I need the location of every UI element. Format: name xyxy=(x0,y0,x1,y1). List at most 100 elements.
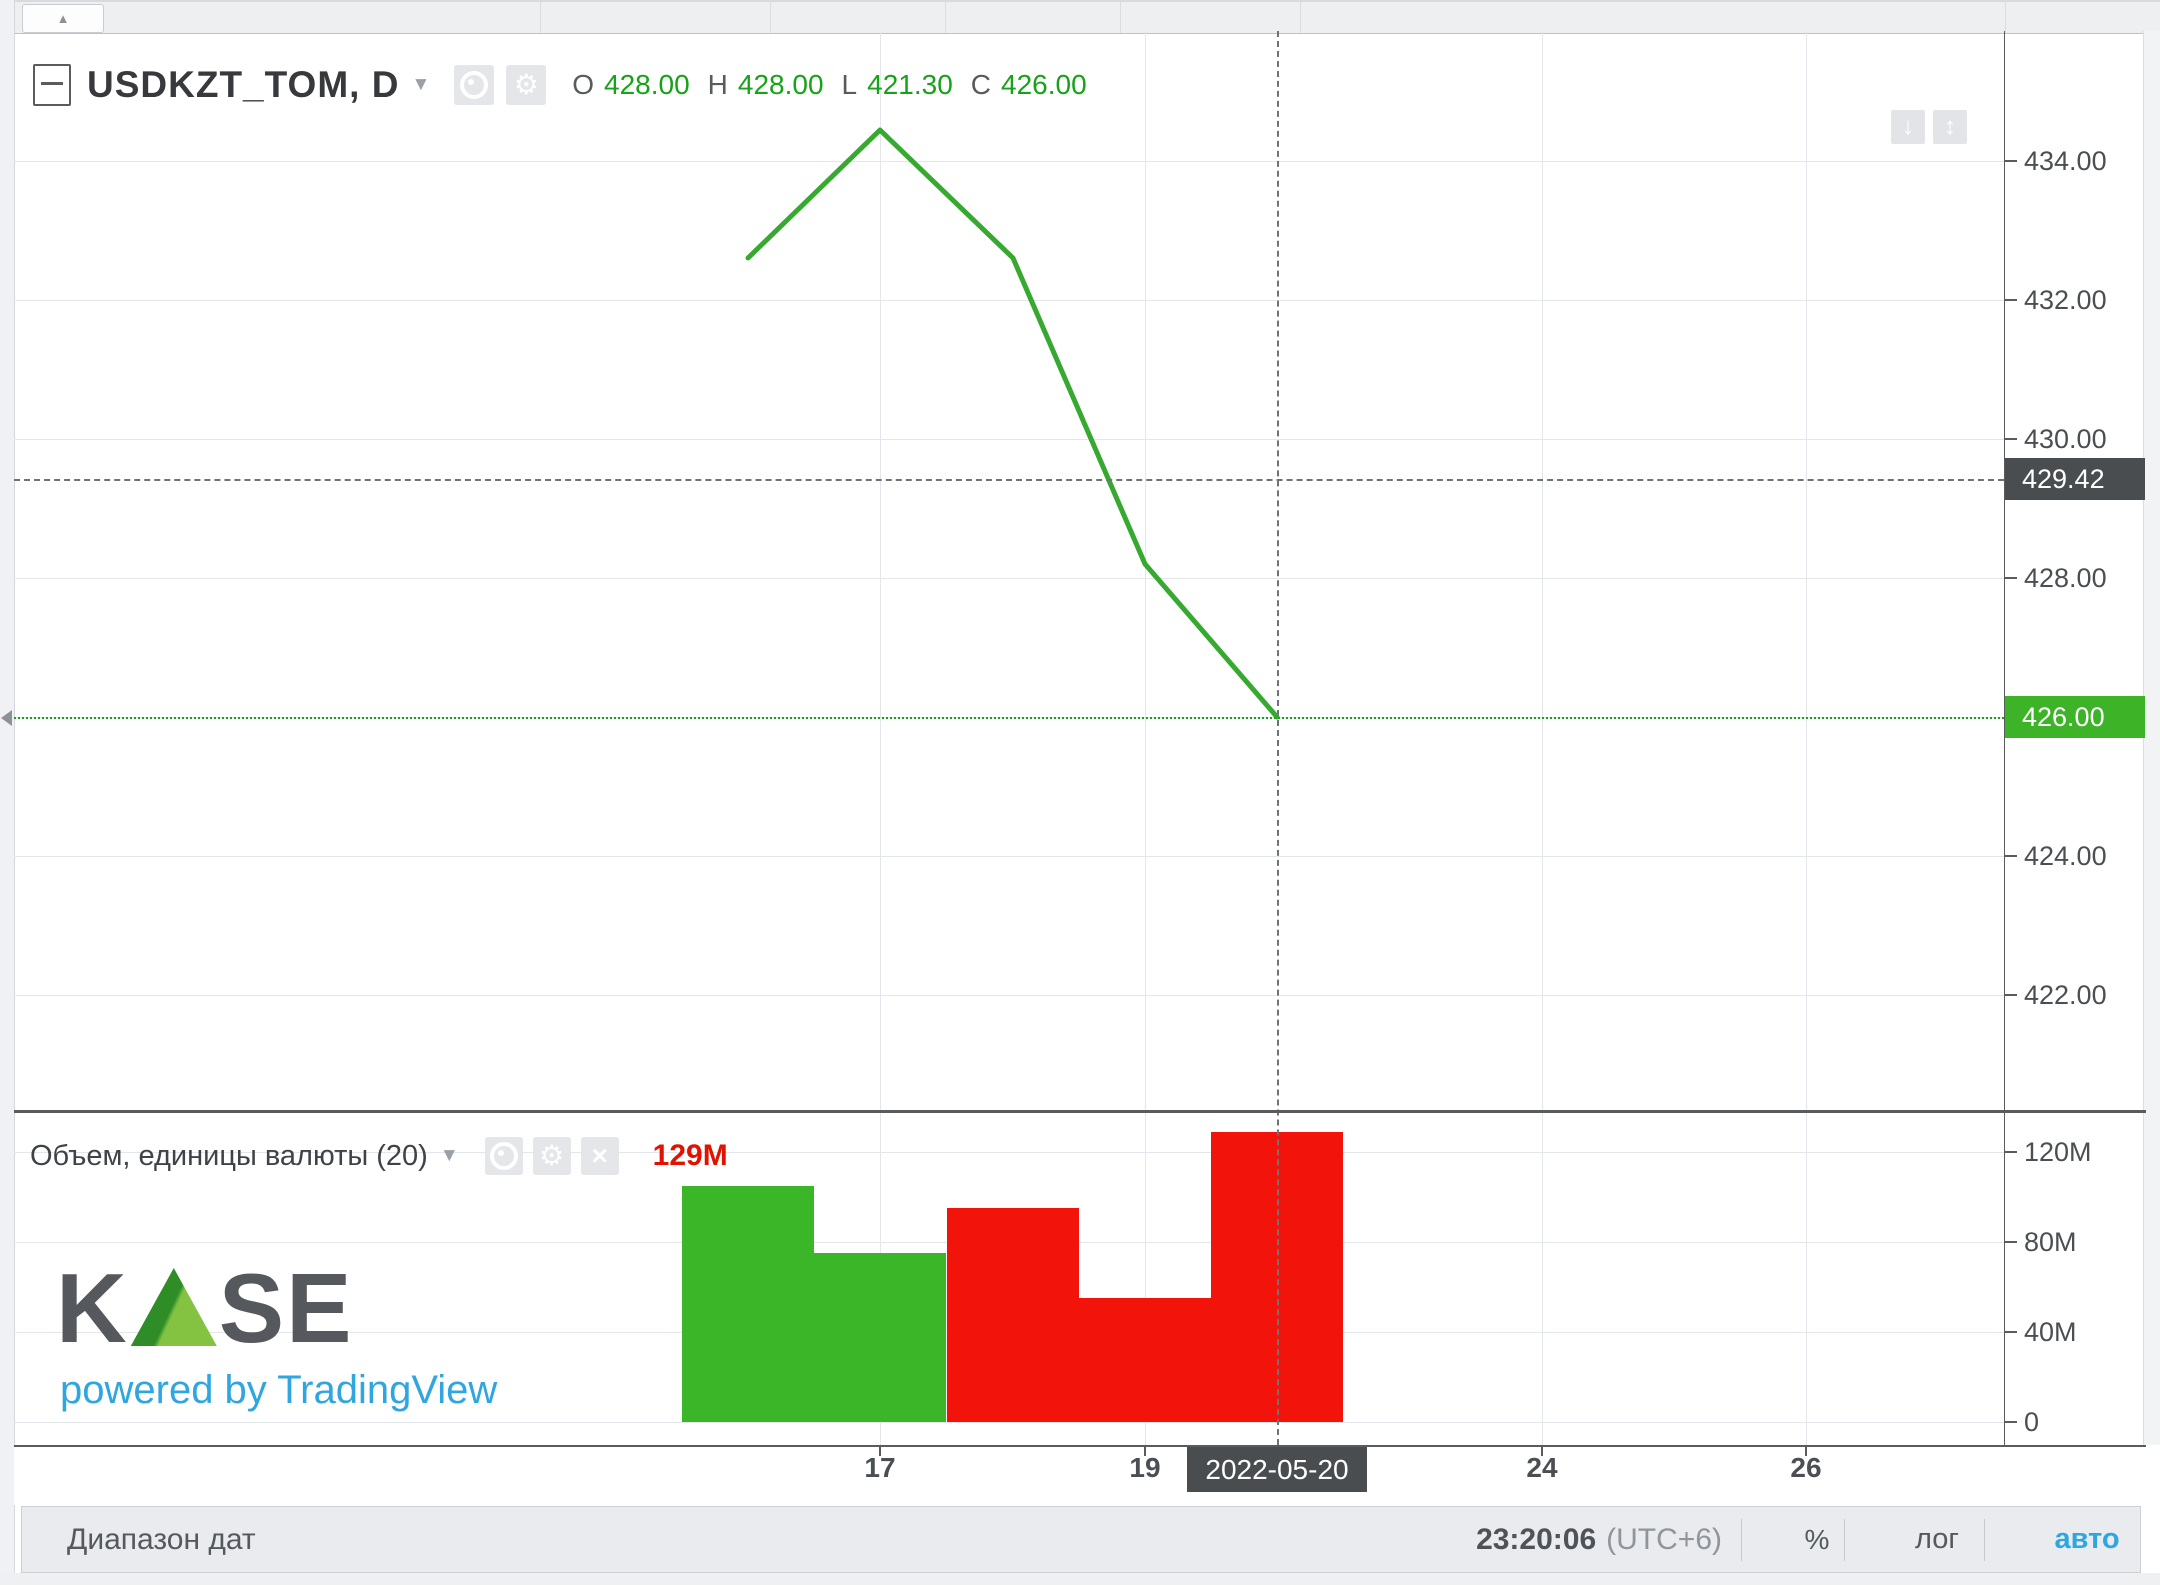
symbol-title[interactable]: USDKZT_TOM, D xyxy=(87,64,400,105)
time-axis-tick xyxy=(1805,1445,1807,1456)
volume-current-value: 129M xyxy=(652,1139,728,1172)
toolbar-divider xyxy=(770,2,771,33)
time-axis-area[interactable] xyxy=(14,1447,2160,1505)
toolbar-divider xyxy=(540,2,541,33)
price-gridline xyxy=(14,578,2004,579)
high-label: H xyxy=(707,69,728,100)
time-gridline xyxy=(880,31,881,1445)
expand-toolbar-button[interactable]: ▲ xyxy=(22,4,104,33)
statusbar-divider xyxy=(1844,1519,1845,1561)
close-icon: × xyxy=(591,1140,608,1171)
price-axis-tick-label: 432.00 xyxy=(2024,285,2107,315)
status-bar: Диапазон дат 23:20:06 (UTC+6) % лог авто xyxy=(21,1506,2141,1573)
time-axis-tick xyxy=(879,1445,881,1456)
volume-gridline xyxy=(14,1422,2004,1423)
crosshair-vertical xyxy=(1277,31,1279,1445)
price-axis-tick-label: 422.00 xyxy=(2024,980,2107,1010)
close-label: C xyxy=(970,69,991,100)
volume-visibility-button[interactable] xyxy=(484,1137,523,1175)
clock: 23:20:06 (UTC+6) xyxy=(1422,1507,1722,1572)
top-toolbar-strip: ▲ xyxy=(14,0,2160,34)
toolbar-divider xyxy=(945,2,946,33)
maximize-pane-button[interactable]: ↕ xyxy=(1933,110,1967,144)
eye-icon xyxy=(489,1142,518,1170)
volume-axis-tick xyxy=(2004,1421,2017,1423)
volume-legend: Объем, единицы валюты (20) ▼ ⚙ × 129M xyxy=(30,1133,728,1179)
chevron-down-icon[interactable]: ▼ xyxy=(411,74,431,95)
volume-axis-tick-label: 80M xyxy=(2024,1227,2077,1257)
volume-bar xyxy=(682,1186,814,1422)
volume-bar xyxy=(947,1208,1079,1422)
left-edge-strip xyxy=(0,0,15,1585)
series-settings-button[interactable]: ⚙ xyxy=(506,65,547,105)
time-gridline xyxy=(1145,31,1146,1445)
arrow-down-icon: ↓ xyxy=(1902,113,1914,140)
price-axis-border xyxy=(2004,31,2005,1445)
toggle-visibility-button[interactable] xyxy=(454,65,495,105)
time-axis-label: 24 xyxy=(1526,1452,1558,1483)
log-scale-button[interactable]: лог xyxy=(1915,1523,1959,1555)
crosshair-horizontal xyxy=(14,479,2004,481)
volume-bar xyxy=(814,1253,946,1422)
volume-axis-tick-label: 0 xyxy=(2024,1407,2040,1437)
volume-settings-button[interactable]: ⚙ xyxy=(532,1137,571,1175)
auto-scale-button[interactable]: авто xyxy=(2054,1523,2120,1555)
pane-controls: ↓ ↕ xyxy=(1891,110,1967,144)
last-price-line xyxy=(14,717,2004,719)
watermark: K SE powered by TradingView xyxy=(56,1252,498,1413)
percent-scale-button[interactable]: % xyxy=(1804,1523,1830,1555)
volume-bar xyxy=(1079,1298,1211,1422)
volume-gridline xyxy=(14,1152,2004,1153)
axis-right-edge xyxy=(2143,31,2144,1445)
price-gridline xyxy=(14,161,2004,162)
low-value: 421.30 xyxy=(867,69,953,100)
symbol-legend: USDKZT_TOM, D ▼ ⚙ O 428.00 H 428.00 L 42… xyxy=(33,60,1087,110)
eye-icon xyxy=(460,71,489,99)
price-axis-tick xyxy=(2004,299,2017,301)
price-gridline xyxy=(14,995,2004,996)
left-price-marker-icon xyxy=(1,710,12,726)
last-price-badge: 426.00 xyxy=(2005,696,2145,738)
price-axis-tick-label: 424.00 xyxy=(2024,841,2107,871)
price-axis-tick-label: 428.00 xyxy=(2024,563,2107,593)
kase-logo-triangle-icon xyxy=(130,1268,217,1346)
time-axis-tick xyxy=(1541,1445,1543,1456)
close-value: 426.00 xyxy=(1001,69,1087,100)
move-pane-down-button[interactable]: ↓ xyxy=(1891,110,1925,144)
time-axis-label: 26 xyxy=(1790,1452,1822,1483)
volume-axis-tick-label: 120M xyxy=(2024,1137,2092,1167)
volume-remove-button[interactable]: × xyxy=(580,1137,619,1175)
price-gridline xyxy=(14,856,2004,857)
price-axis-tick-label: 430.00 xyxy=(2024,424,2107,454)
collapse-pane-icon[interactable] xyxy=(33,64,71,106)
gear-icon: ⚙ xyxy=(513,69,539,100)
open-label: O xyxy=(572,69,595,100)
powered-by-tradingview: powered by TradingView xyxy=(60,1368,498,1412)
toolbar-divider xyxy=(1120,2,1121,33)
price-axis-tick xyxy=(2004,577,2017,579)
price-gridline xyxy=(14,439,2004,440)
volume-axis-tick xyxy=(2004,1331,2017,1333)
volume-axis-tick xyxy=(2004,1151,2017,1153)
time-axis-border xyxy=(14,1445,2146,1447)
crosshair-date-badge: 2022-05-20 xyxy=(1187,1447,1367,1492)
pane-separator[interactable] xyxy=(14,1110,2146,1113)
price-axis-tick xyxy=(2004,855,2017,857)
gear-icon: ⚙ xyxy=(539,1140,565,1171)
axis-right-fill xyxy=(2144,31,2160,1445)
kase-logo: K SE xyxy=(56,1252,497,1363)
time-axis-label: 19 xyxy=(1129,1452,1161,1483)
price-axis-tick-label: 434.00 xyxy=(2024,146,2107,176)
kase-logo-se: SE xyxy=(218,1252,354,1363)
statusbar-divider xyxy=(1984,1519,1985,1561)
chevron-down-icon[interactable]: ▼ xyxy=(439,1145,459,1166)
toolbar-divider xyxy=(1300,2,1301,33)
bottom-filler-strip xyxy=(0,1573,2160,1585)
date-range-button[interactable]: Диапазон дат xyxy=(67,1522,256,1556)
volume-indicator-title[interactable]: Объем, единицы валюты (20) xyxy=(30,1139,428,1172)
price-axis-tick xyxy=(2004,438,2017,440)
clock-timezone: (UTC+6) xyxy=(1606,1522,1722,1556)
open-value: 428.00 xyxy=(604,69,690,100)
low-label: L xyxy=(841,69,858,100)
